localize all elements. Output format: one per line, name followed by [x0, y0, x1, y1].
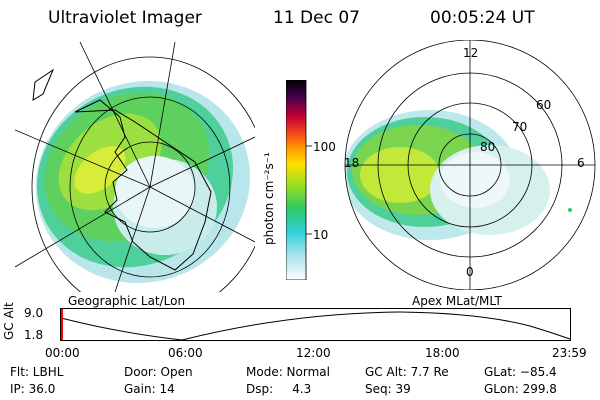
mode-status: Mode: Normal [246, 365, 330, 379]
filter-status: Flt: LBHL [10, 365, 64, 379]
door-status: Door: Open [124, 365, 193, 379]
mlat-label-70: 70 [512, 120, 528, 134]
timeline-ytick-1.8: 1.8 [24, 328, 44, 342]
timeline-xtick-2359: 23:59 [552, 346, 587, 360]
mlat-label-80: 80 [480, 140, 496, 154]
timeline-axis-label: GC Alt [2, 302, 16, 340]
mlt-label-6: 6 [577, 156, 585, 170]
geographic-auroral-image [15, 42, 255, 292]
altitude-timeline-strip [60, 308, 571, 341]
imager-title: Ultraviolet Imager [48, 8, 202, 28]
mlat-label-60: 60 [536, 98, 552, 112]
glat-status: GLat: −85.4 [484, 365, 557, 379]
mlt-label-0: 0 [466, 265, 474, 279]
colorbar-tick-100: 100 [313, 140, 336, 154]
glon-status: GLon: 299.8 [484, 382, 557, 396]
timeline-xtick-0600: 06:00 [168, 346, 203, 360]
sequence-status: Seq: 39 [365, 382, 411, 396]
gc-alt-status: GC Alt: 7.7 Re [365, 365, 449, 379]
magnetic-caption: Apex MLat/MLT [412, 294, 502, 308]
timeline-xtick-1800: 18:00 [425, 346, 460, 360]
time-label: 00:05:24 UT [430, 8, 535, 28]
mlt-label-18: 18 [344, 156, 360, 170]
timeline-xtick-0000: 00:00 [45, 346, 80, 360]
geographic-caption: Geographic Lat/Lon [68, 294, 186, 308]
colorbar-units-label: photon cm⁻²s⁻¹ [262, 152, 276, 245]
intensity-colorbar [286, 80, 312, 280]
date-label: 11 Dec 07 [273, 8, 360, 28]
magnetic-polar-plot [344, 40, 596, 290]
colorbar-tick-10: 10 [313, 228, 329, 242]
current-time-marker [61, 309, 63, 340]
mlt-label-12: 12 [463, 46, 479, 60]
timeline-ytick-9: 9.0 [24, 306, 44, 320]
timeline-xtick-1200: 12:00 [296, 346, 331, 360]
ip-status: IP: 36.0 [10, 382, 56, 396]
dsp-status: Dsp: 4.3 [246, 382, 312, 396]
gain-status: Gain: 14 [124, 382, 175, 396]
